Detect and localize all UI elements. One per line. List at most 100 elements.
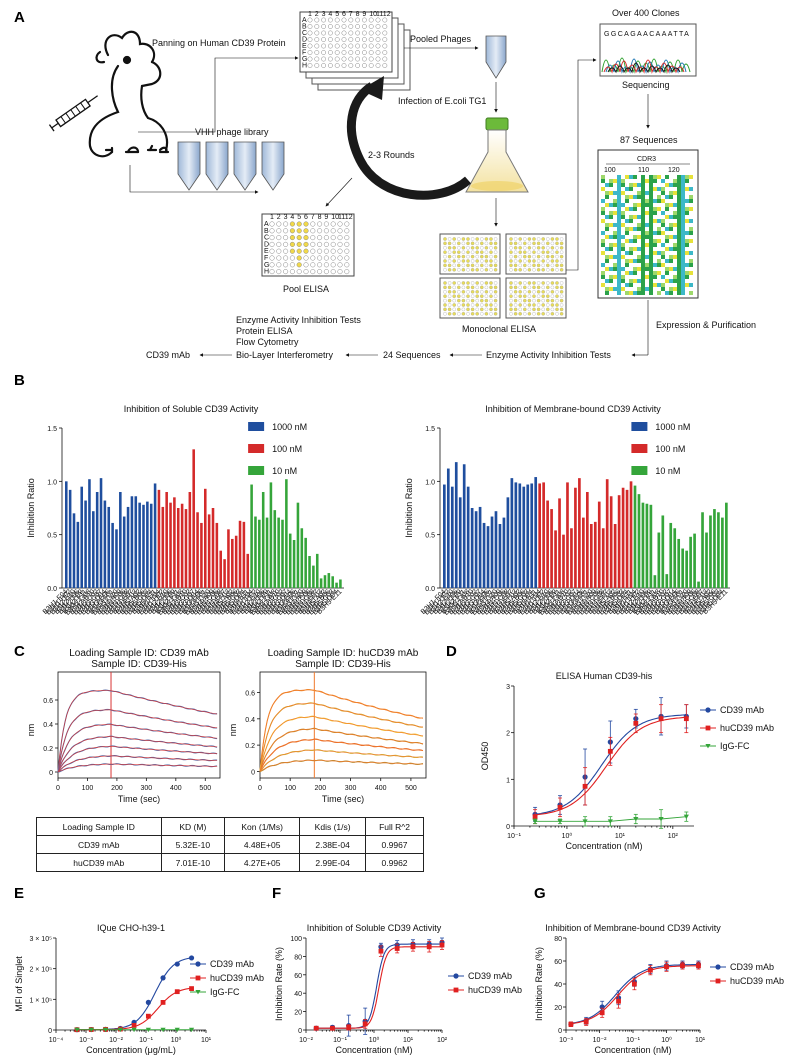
bar (454, 462, 458, 588)
alignment-cell (673, 255, 677, 259)
bar (653, 575, 657, 588)
alignment-cell (685, 223, 689, 227)
plate-well (452, 254, 456, 259)
y-tick-label: 0.6 (43, 698, 53, 705)
alignment-cell (617, 275, 621, 279)
plate-well (546, 263, 550, 268)
legend-label: 10 nM (272, 466, 297, 476)
y-tick-label: 1.0 (47, 479, 57, 486)
y-tick-label: 80 (554, 936, 562, 943)
alignment-cell (685, 191, 689, 195)
plate-well (541, 250, 545, 254)
alignment-cell (641, 251, 645, 255)
plate-well (493, 281, 498, 285)
plate-well (443, 290, 447, 294)
kinetics-cell: 7.01E-10 (160, 853, 226, 872)
plate-well (447, 303, 452, 307)
alignment-cell (649, 219, 653, 223)
plate-well (348, 43, 354, 49)
alignment-cell (689, 255, 693, 259)
alignment-cell (669, 215, 673, 219)
infection-label: Infection of E.coli TG1 (398, 96, 486, 106)
alignment-cell (665, 179, 669, 183)
alignment-cell (641, 203, 645, 207)
legend-label: 10 nM (655, 466, 680, 476)
alignment-cell (621, 291, 625, 295)
alignment-cell (657, 263, 661, 267)
alignment-cell (641, 223, 645, 227)
alignment-cell (629, 291, 633, 295)
data-point (607, 748, 613, 754)
bar (566, 482, 569, 588)
plate-well (475, 298, 479, 303)
plate-well (466, 281, 470, 285)
plate-well (461, 281, 466, 285)
plate-well (546, 285, 550, 290)
plate-well (276, 228, 282, 234)
alignment-cell (653, 219, 657, 223)
plate-well (509, 285, 513, 290)
plate-well (344, 255, 350, 261)
plate-well (283, 228, 289, 234)
alignment-cell (649, 207, 653, 211)
plate-well (368, 43, 374, 49)
alignment-cell (609, 271, 613, 275)
alignment-cell (613, 247, 617, 251)
plate-well (375, 43, 381, 49)
bar (273, 510, 277, 588)
rounds-label: 2-3 Rounds (368, 150, 415, 160)
bar (281, 519, 284, 588)
alignment-cell (689, 263, 693, 267)
alignment-cell (605, 279, 609, 283)
bar (130, 496, 134, 588)
data-point (174, 989, 180, 995)
fit-curve (57, 745, 218, 773)
plate-well (509, 294, 513, 298)
kinetics-cell: 2.99E-04 (299, 853, 367, 872)
alignment-cell (641, 243, 645, 247)
legend-label: CD39 mAb (720, 705, 764, 715)
plate-well (457, 254, 461, 259)
alignment-cell (645, 251, 649, 255)
alignment-cell (641, 183, 645, 187)
x-tick-label: 10² (668, 833, 679, 840)
bar (296, 502, 300, 588)
alignment-cell (673, 231, 677, 235)
plate-well (341, 37, 347, 42)
alignment-cell (629, 283, 633, 287)
plate-well (532, 307, 536, 312)
alignment-cell (601, 211, 605, 215)
plate-well (327, 17, 333, 23)
alignment-cell (673, 259, 677, 263)
alignment-cell (633, 235, 637, 239)
plate-well (269, 235, 275, 241)
plate-well (461, 259, 466, 263)
alignment-cell (673, 271, 677, 275)
plate-well (527, 263, 532, 268)
plate-well (475, 303, 479, 307)
data-point (683, 716, 689, 722)
plate-well (355, 30, 361, 36)
plate-well (443, 303, 447, 307)
panel-letter-a: A (14, 9, 25, 26)
plate-well (546, 290, 550, 294)
data-point (532, 814, 538, 820)
legend-marker (195, 961, 201, 967)
plate-well (536, 254, 541, 259)
plate-well (375, 17, 381, 23)
plate-well (470, 298, 475, 303)
alignment-cell (621, 179, 625, 183)
alignment-cell (661, 215, 665, 219)
y-tick-label: 60 (554, 959, 562, 966)
alignment-cell (665, 235, 669, 239)
alignment-cell (637, 195, 641, 199)
alignment-cell (637, 183, 641, 187)
data-point (174, 961, 180, 967)
alignment-cell (649, 199, 653, 203)
plate-well (341, 17, 347, 23)
plate-well (327, 63, 333, 68)
alignment-cell (621, 211, 625, 215)
alignment-cell (689, 291, 693, 295)
alignment-cell (633, 283, 637, 287)
bar (258, 519, 261, 588)
